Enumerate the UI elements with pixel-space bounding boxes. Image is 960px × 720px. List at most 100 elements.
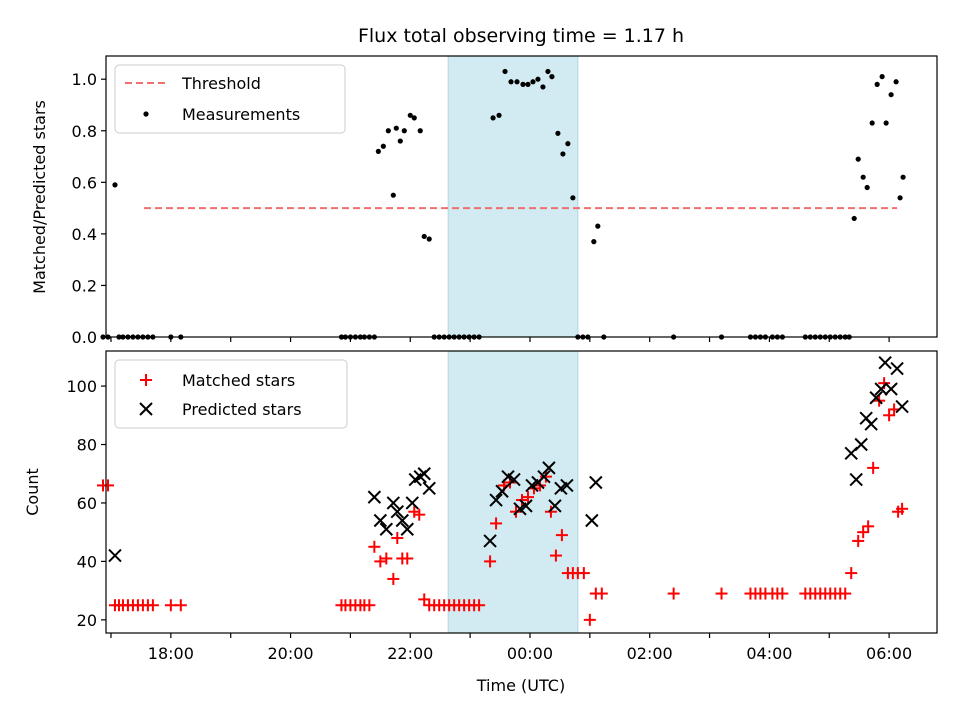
- matched-star-point: [539, 470, 552, 483]
- predicted-star-point: [405, 496, 419, 510]
- measurement-point: [860, 174, 866, 180]
- legend-matched-swatch: [140, 374, 152, 386]
- matched-star-point: [473, 599, 486, 612]
- predicted-star-point: [422, 481, 436, 496]
- measurement-point: [407, 112, 413, 118]
- matched-star-point: [401, 552, 414, 565]
- matched-star-point: [515, 494, 528, 507]
- matched-star-point: [839, 587, 852, 600]
- count-legend: Matched stars Predicted stars: [114, 359, 348, 429]
- count-plot-frame: [105, 350, 938, 634]
- measurement-point: [397, 138, 403, 144]
- predicted-star-point: [379, 522, 394, 536]
- measurement-point: [555, 130, 561, 136]
- measurement-point: [565, 141, 571, 147]
- measurement-point: [426, 236, 432, 242]
- measurement-point: [893, 79, 899, 85]
- measurement-point: [393, 125, 399, 131]
- count-x-axis: 18:00 20:00 22:00 00:00 02:00 04:00 06:00: [110, 633, 912, 663]
- ratio-y-axis: 0.0 0.2 0.4 0.6 0.8 1.0: [72, 70, 106, 347]
- predicted-star-point: [400, 522, 414, 536]
- ratio-y-tick-label: 0.4: [72, 225, 97, 244]
- measurement-point: [874, 81, 880, 87]
- predicted-star-point: [537, 469, 551, 484]
- matched-star-point: [715, 587, 728, 600]
- legend-threshold-label: Threshold: [181, 74, 261, 93]
- predicted-star-point: [874, 382, 888, 396]
- matched-star-point: [368, 540, 381, 553]
- matched-star-point: [174, 599, 187, 612]
- matched-star-point: [101, 479, 114, 492]
- count-y-tick-label: 100: [66, 377, 97, 396]
- measurement-point: [496, 112, 502, 118]
- matched-star-point: [549, 549, 562, 562]
- measurements-series: [100, 68, 906, 340]
- predicted-star-point: [890, 361, 904, 376]
- matched-star-point: [521, 491, 534, 504]
- measurement-point: [421, 233, 427, 240]
- predicted-star-point: [489, 493, 503, 507]
- x-tick-label: 20:00: [268, 644, 314, 663]
- matched-star-point: [583, 613, 596, 626]
- predicted-star-point: [507, 472, 521, 487]
- predicted-star-point: [483, 534, 497, 548]
- predicted-star-point: [495, 484, 509, 498]
- matched-star-point: [146, 599, 159, 612]
- matched-star-point: [845, 567, 858, 580]
- measurement-point: [530, 79, 536, 85]
- predicted-star-point: [548, 499, 562, 513]
- predicted-star-point: [854, 437, 868, 452]
- matched-star-point: [413, 508, 426, 521]
- ratio-y-tick-label: 0.6: [72, 173, 97, 192]
- observing-window-span: [447, 55, 579, 338]
- matched-star-point: [544, 505, 557, 518]
- legend-predicted-label: Predicted stars: [182, 400, 302, 419]
- predicted-star-point: [542, 461, 556, 475]
- measurement-point: [591, 239, 597, 245]
- predicted-star-point: [367, 490, 382, 504]
- measurement-point: [525, 81, 531, 87]
- chart-title: Flux total observing time = 1.17 h: [358, 25, 684, 47]
- predicted-star-point: [589, 475, 603, 490]
- measurement-point: [390, 192, 396, 198]
- matched-star-point: [862, 520, 875, 533]
- measurement-point: [502, 68, 508, 75]
- measurement-point: [869, 120, 875, 126]
- measurement-point: [540, 84, 546, 90]
- matched-star-point: [490, 517, 503, 530]
- predicted-star-point: [395, 513, 409, 528]
- x-tick-label: 06:00: [866, 644, 912, 663]
- legend-predicted-swatch: [139, 402, 153, 416]
- matched-star-point: [363, 599, 376, 612]
- predicted-star-point: [869, 391, 883, 405]
- ratio-legend-box: [114, 64, 346, 134]
- measurement-point: [514, 79, 520, 85]
- measurement-point: [520, 81, 526, 87]
- measurement-point: [380, 143, 386, 149]
- legend-measurements-label: Measurements: [182, 105, 300, 124]
- x-tick-label: 00:00: [507, 644, 553, 663]
- matched-star-point: [387, 572, 400, 585]
- matched-star-point: [595, 587, 608, 600]
- predicted-star-point: [895, 399, 909, 414]
- measurement-point: [883, 120, 889, 126]
- predicted-star-point: [373, 513, 388, 528]
- measurement-point: [864, 184, 870, 191]
- x-tick-label: 02:00: [627, 644, 673, 663]
- count-y-axis: 20 40 60 80 100: [66, 377, 106, 630]
- ratio-shaded-span: [447, 55, 579, 338]
- x-tick-label: 04:00: [746, 644, 792, 663]
- predicted-star-point: [560, 478, 574, 493]
- ratio-legend: Threshold Measurements: [114, 64, 346, 134]
- matched-star-point: [391, 532, 404, 545]
- predicted-star-point: [878, 355, 892, 370]
- measurement-point: [851, 215, 857, 222]
- matched-star-point: [577, 567, 590, 580]
- predicted-stars-series: [108, 355, 909, 563]
- matched-star-point: [867, 461, 880, 474]
- x-axis-label: Time (UTC): [476, 676, 565, 695]
- measurement-point: [879, 74, 885, 80]
- ratio-x-ticks: [110, 337, 890, 342]
- x-tick-label: 22:00: [387, 644, 433, 663]
- matched-star-point: [896, 502, 909, 515]
